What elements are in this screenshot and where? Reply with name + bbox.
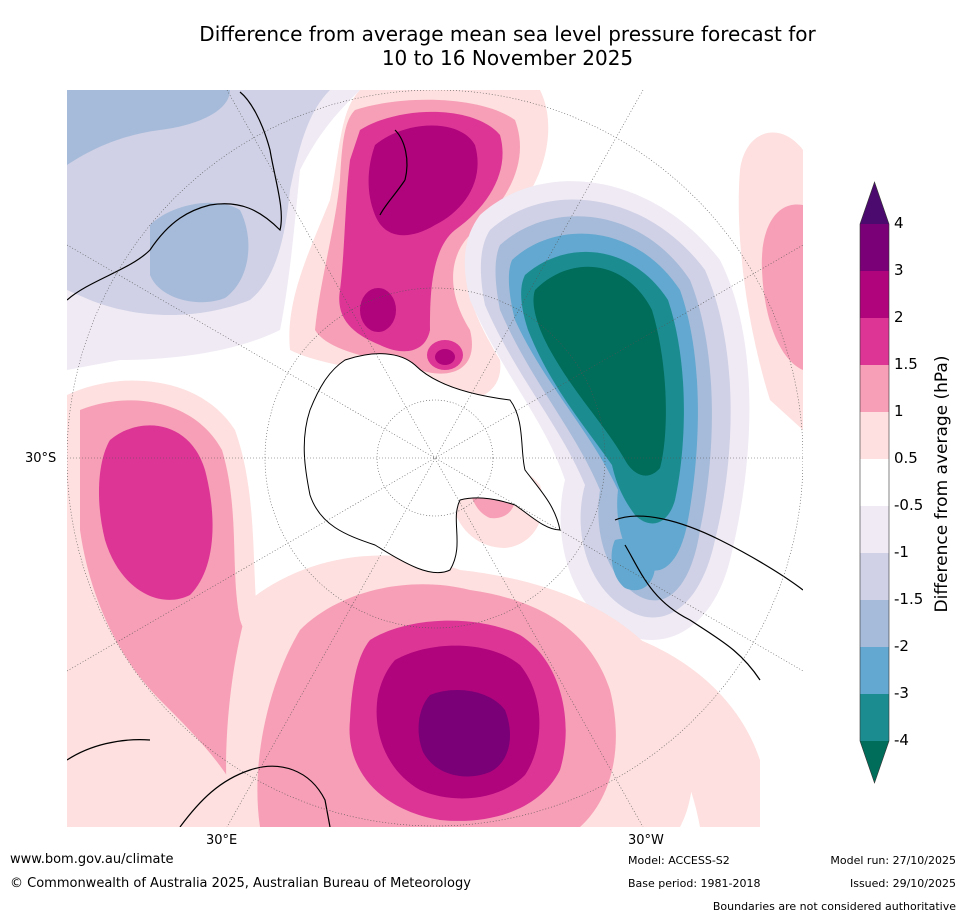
colorbar-tick-label: 1.5 xyxy=(894,355,918,373)
coastlines xyxy=(67,91,803,827)
colorbar-tick-label: 1 xyxy=(894,402,904,420)
colorbar-extend-high xyxy=(860,182,889,224)
title-line-1: Difference from average mean sea level p… xyxy=(199,22,816,46)
colorbar xyxy=(859,181,890,784)
colorbar-tick-label: -2 xyxy=(894,637,909,655)
footer-url[interactable]: www.bom.gov.au/climate xyxy=(10,852,174,867)
colorbar-tick-label: -4 xyxy=(894,731,909,749)
longitude-label-30w: 30°W xyxy=(628,833,664,848)
contour-pos-nz-3 xyxy=(368,125,478,236)
colorbar-tick-label: -0.5 xyxy=(894,496,924,514)
contour-pos-small-3a xyxy=(360,288,396,332)
contour-neg-australia-mid xyxy=(67,90,330,315)
footer-disclaimer: Boundaries are not considered authoritat… xyxy=(712,900,956,913)
colorbar-swatch-c4 xyxy=(860,224,889,271)
contour-pos-small-3b xyxy=(435,349,455,365)
footer-model-run: Model run: 27/10/2025 xyxy=(830,854,956,867)
coast-southamerica xyxy=(614,515,803,591)
graticule-meridian-d xyxy=(67,244,803,672)
footer-base-period: Base period: 1981-2018 xyxy=(628,877,761,890)
colorbar-tick-label: -1.5 xyxy=(894,590,924,608)
contour-pos-left-2 xyxy=(98,425,213,600)
colorbar-swatch-cm2 xyxy=(860,647,889,694)
contour-neg-topleft-core xyxy=(67,90,230,165)
colorbar-tick-label: -3 xyxy=(894,684,909,702)
colorbar-swatch-cm1 xyxy=(860,553,889,600)
colorbar-title: Difference from average (hPa) xyxy=(932,355,952,613)
colorbar-tick-label: 2 xyxy=(894,308,904,326)
colorbar-swatch-c1 xyxy=(860,412,889,459)
map-field xyxy=(67,90,803,827)
colorbar-outline xyxy=(859,181,890,784)
colorbar-swatch-c05 xyxy=(860,459,889,506)
contour-pos-bottomleft-1 xyxy=(67,750,210,827)
title-line-2: 10 to 16 November 2025 xyxy=(381,46,634,70)
footer-issued: Issued: 29/10/2025 xyxy=(849,877,956,890)
contour-neg-pacific-4 xyxy=(533,266,666,476)
coast-nz-north xyxy=(394,129,408,181)
contour-pos-south-4 xyxy=(418,690,510,777)
contour-pos-rightedge-15 xyxy=(761,204,803,370)
colorbar-swatch-cm3 xyxy=(860,694,889,741)
colorbar-swatch-c15 xyxy=(860,365,889,412)
graticule-meridian-e xyxy=(67,244,803,672)
graticule xyxy=(67,90,803,827)
coast-nz-south xyxy=(379,179,406,216)
latitude-label-30s: 30°S xyxy=(25,451,57,466)
colorbar-tick-label: 3 xyxy=(894,261,904,279)
colorbar-tick-label: 4 xyxy=(894,214,904,232)
antarctica xyxy=(303,353,561,574)
contour-neg-australia-core xyxy=(150,202,249,303)
colorbar-swatch-cm05 xyxy=(860,506,889,553)
map-title: Difference from average mean sea level p… xyxy=(0,22,965,70)
graticule-meridian-c xyxy=(226,90,644,827)
colorbar-swatch-cm15 xyxy=(860,600,889,647)
colorbar-swatch-c2 xyxy=(860,318,889,365)
longitude-label-30e: 30°E xyxy=(206,833,238,848)
colorbar-swatch-c3 xyxy=(860,271,889,318)
coast-madagascar xyxy=(67,739,151,761)
coast-southamerica-2 xyxy=(624,544,761,681)
colorbar-extend-low xyxy=(860,741,889,783)
footer-model: Model: ACCESS-S2 xyxy=(628,854,730,867)
colorbar-tick-label: -1 xyxy=(894,543,909,561)
coast-australia xyxy=(67,91,282,301)
colorbar-tick-label: 0.5 xyxy=(894,449,918,467)
footer-copyright: © Commonwealth of Australia 2025, Austra… xyxy=(10,876,471,891)
coast-africa xyxy=(179,765,331,827)
